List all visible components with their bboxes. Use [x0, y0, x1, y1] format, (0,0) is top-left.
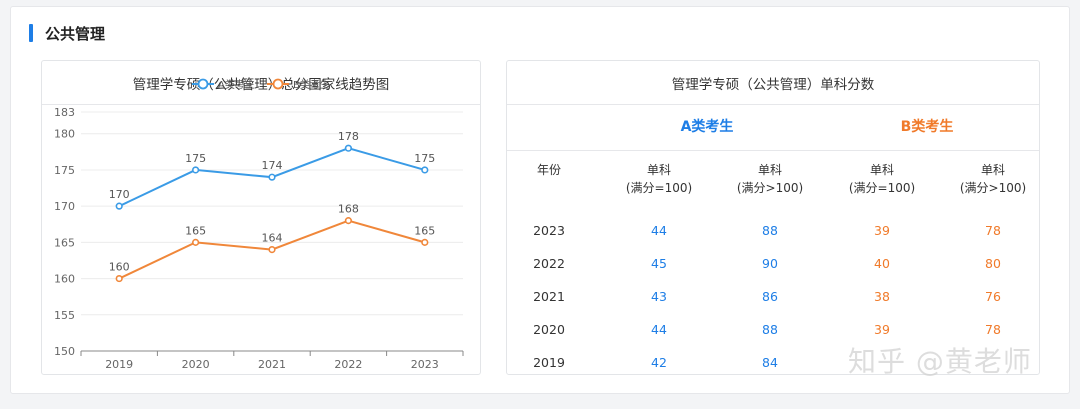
- header-label: 单科: [869, 163, 894, 177]
- cell-year: 2020: [533, 322, 565, 337]
- header-sublabel: (满分>100): [736, 181, 804, 195]
- y-tick-label: 165: [54, 236, 75, 249]
- cell-year: 2019: [533, 355, 565, 370]
- data-point: [344, 144, 353, 152]
- cell-b2: 78: [985, 223, 1001, 238]
- data-point: [115, 274, 123, 283]
- cell-year: 2023: [533, 223, 565, 238]
- cell-b2: 76: [985, 289, 1001, 304]
- data-label: 175: [185, 152, 206, 165]
- data-label: 175: [414, 152, 435, 165]
- data-label: 164: [262, 232, 283, 245]
- cell-a1: 45: [651, 256, 667, 271]
- section-title: 公共管理: [45, 24, 106, 43]
- group-a-label: A类考生: [680, 119, 734, 135]
- x-tick-label: 2021: [258, 358, 286, 371]
- x-tick-label: 2020: [182, 358, 210, 371]
- cell-a2: 84: [762, 355, 778, 370]
- cell-b1: 38: [874, 289, 890, 304]
- y-tick-label: 150: [54, 345, 75, 358]
- header-b-single-100: 单科 (满分=100): [832, 161, 932, 197]
- data-label: 165: [185, 224, 206, 237]
- y-tick-label: 175: [54, 164, 75, 177]
- table-card-title: 管理学专硕（公共管理）单科分数: [507, 61, 1039, 105]
- cell-a2: 88: [762, 223, 778, 238]
- header-label: 单科: [646, 163, 671, 177]
- y-tick-label: 170: [54, 200, 75, 213]
- x-tick-label: 2019: [105, 358, 133, 371]
- header-sublabel: (满分>100): [959, 181, 1027, 195]
- section-header: 公共管理: [29, 23, 105, 43]
- legend-label-b: B类考生: [293, 78, 330, 91]
- x-tick-label: 2022: [334, 358, 362, 371]
- data-label: 170: [109, 188, 130, 201]
- data-point: [421, 166, 429, 174]
- header-label: 单科: [980, 163, 1005, 177]
- cell-a2: 86: [762, 289, 778, 304]
- header-label: 单科: [757, 163, 782, 177]
- cell-b2: 78: [985, 322, 1001, 337]
- data-point: [192, 238, 200, 246]
- data-point: [268, 246, 276, 254]
- y-tick-label: 160: [54, 273, 75, 286]
- x-tick-label: 2023: [411, 358, 439, 371]
- line-chart: 150 155 160 165 170 175 180 183 2019 2020 2021 2022…: [54, 78, 464, 371]
- header-sublabel: (满分=100): [848, 181, 916, 195]
- cell-a1: 44: [651, 322, 667, 337]
- data-label: 160: [109, 261, 130, 274]
- section-accent-bar: [29, 24, 33, 42]
- header-a-single-over100: 单科 (满分>100): [720, 161, 820, 197]
- cell-b2: 80: [985, 256, 1001, 271]
- header-year-label: 年份: [536, 163, 561, 177]
- header-a-single-100: 单科 (满分=100): [609, 161, 709, 197]
- data-point: [192, 166, 200, 174]
- data-point: [344, 217, 353, 225]
- page-panel: 公共管理 管理学专硕（公共管理）总分国家线趋势图 150 155 160 165 170…: [10, 6, 1070, 394]
- group-b-label: B类考生: [900, 119, 954, 135]
- y-tick-label: 155: [54, 309, 75, 322]
- cell-b1: 39: [874, 223, 890, 238]
- y-tick-label: 180: [54, 128, 75, 141]
- y-tick-label: 183: [54, 106, 75, 119]
- data-label: 178: [338, 130, 359, 143]
- cell-year: 2022: [533, 256, 565, 271]
- legend-swatch-marker: [197, 78, 209, 90]
- header-b-single-over100: 单科 (满分>100): [943, 161, 1043, 197]
- data-label: 165: [414, 224, 435, 237]
- legend-label-a: A类考生: [218, 78, 255, 91]
- cell-a1: 42: [651, 355, 667, 370]
- data-point: [115, 202, 123, 210]
- subject-score-card: 管理学专硕（公共管理）单科分数 A类考生 B类考生 年份 单科 (满分=100)…: [506, 60, 1040, 375]
- header-year: 年份: [509, 161, 589, 179]
- header-sublabel: (满分=100): [625, 181, 693, 195]
- data-label: 168: [338, 203, 359, 216]
- cell-b1: 40: [874, 256, 890, 271]
- cell-a1: 43: [651, 289, 667, 304]
- data-label: 174: [262, 159, 283, 172]
- group-header-row: A类考生 B类考生: [507, 105, 1039, 151]
- cell-year: 2021: [533, 289, 565, 304]
- cell-a2: 88: [762, 322, 778, 337]
- watermark: 知乎 @黄老师: [848, 345, 1032, 378]
- cell-b1: 39: [874, 322, 890, 337]
- legend-swatch-marker: [272, 78, 284, 90]
- cell-a1: 44: [651, 223, 667, 238]
- trend-chart-card: 管理学专硕（公共管理）总分国家线趋势图 150 155 160 165 170 175 18…: [41, 60, 481, 375]
- chart-card-title: 管理学专硕（公共管理）总分国家线趋势图: [42, 61, 480, 105]
- data-point: [268, 173, 276, 181]
- cell-a2: 90: [762, 256, 778, 271]
- data-point: [421, 238, 429, 246]
